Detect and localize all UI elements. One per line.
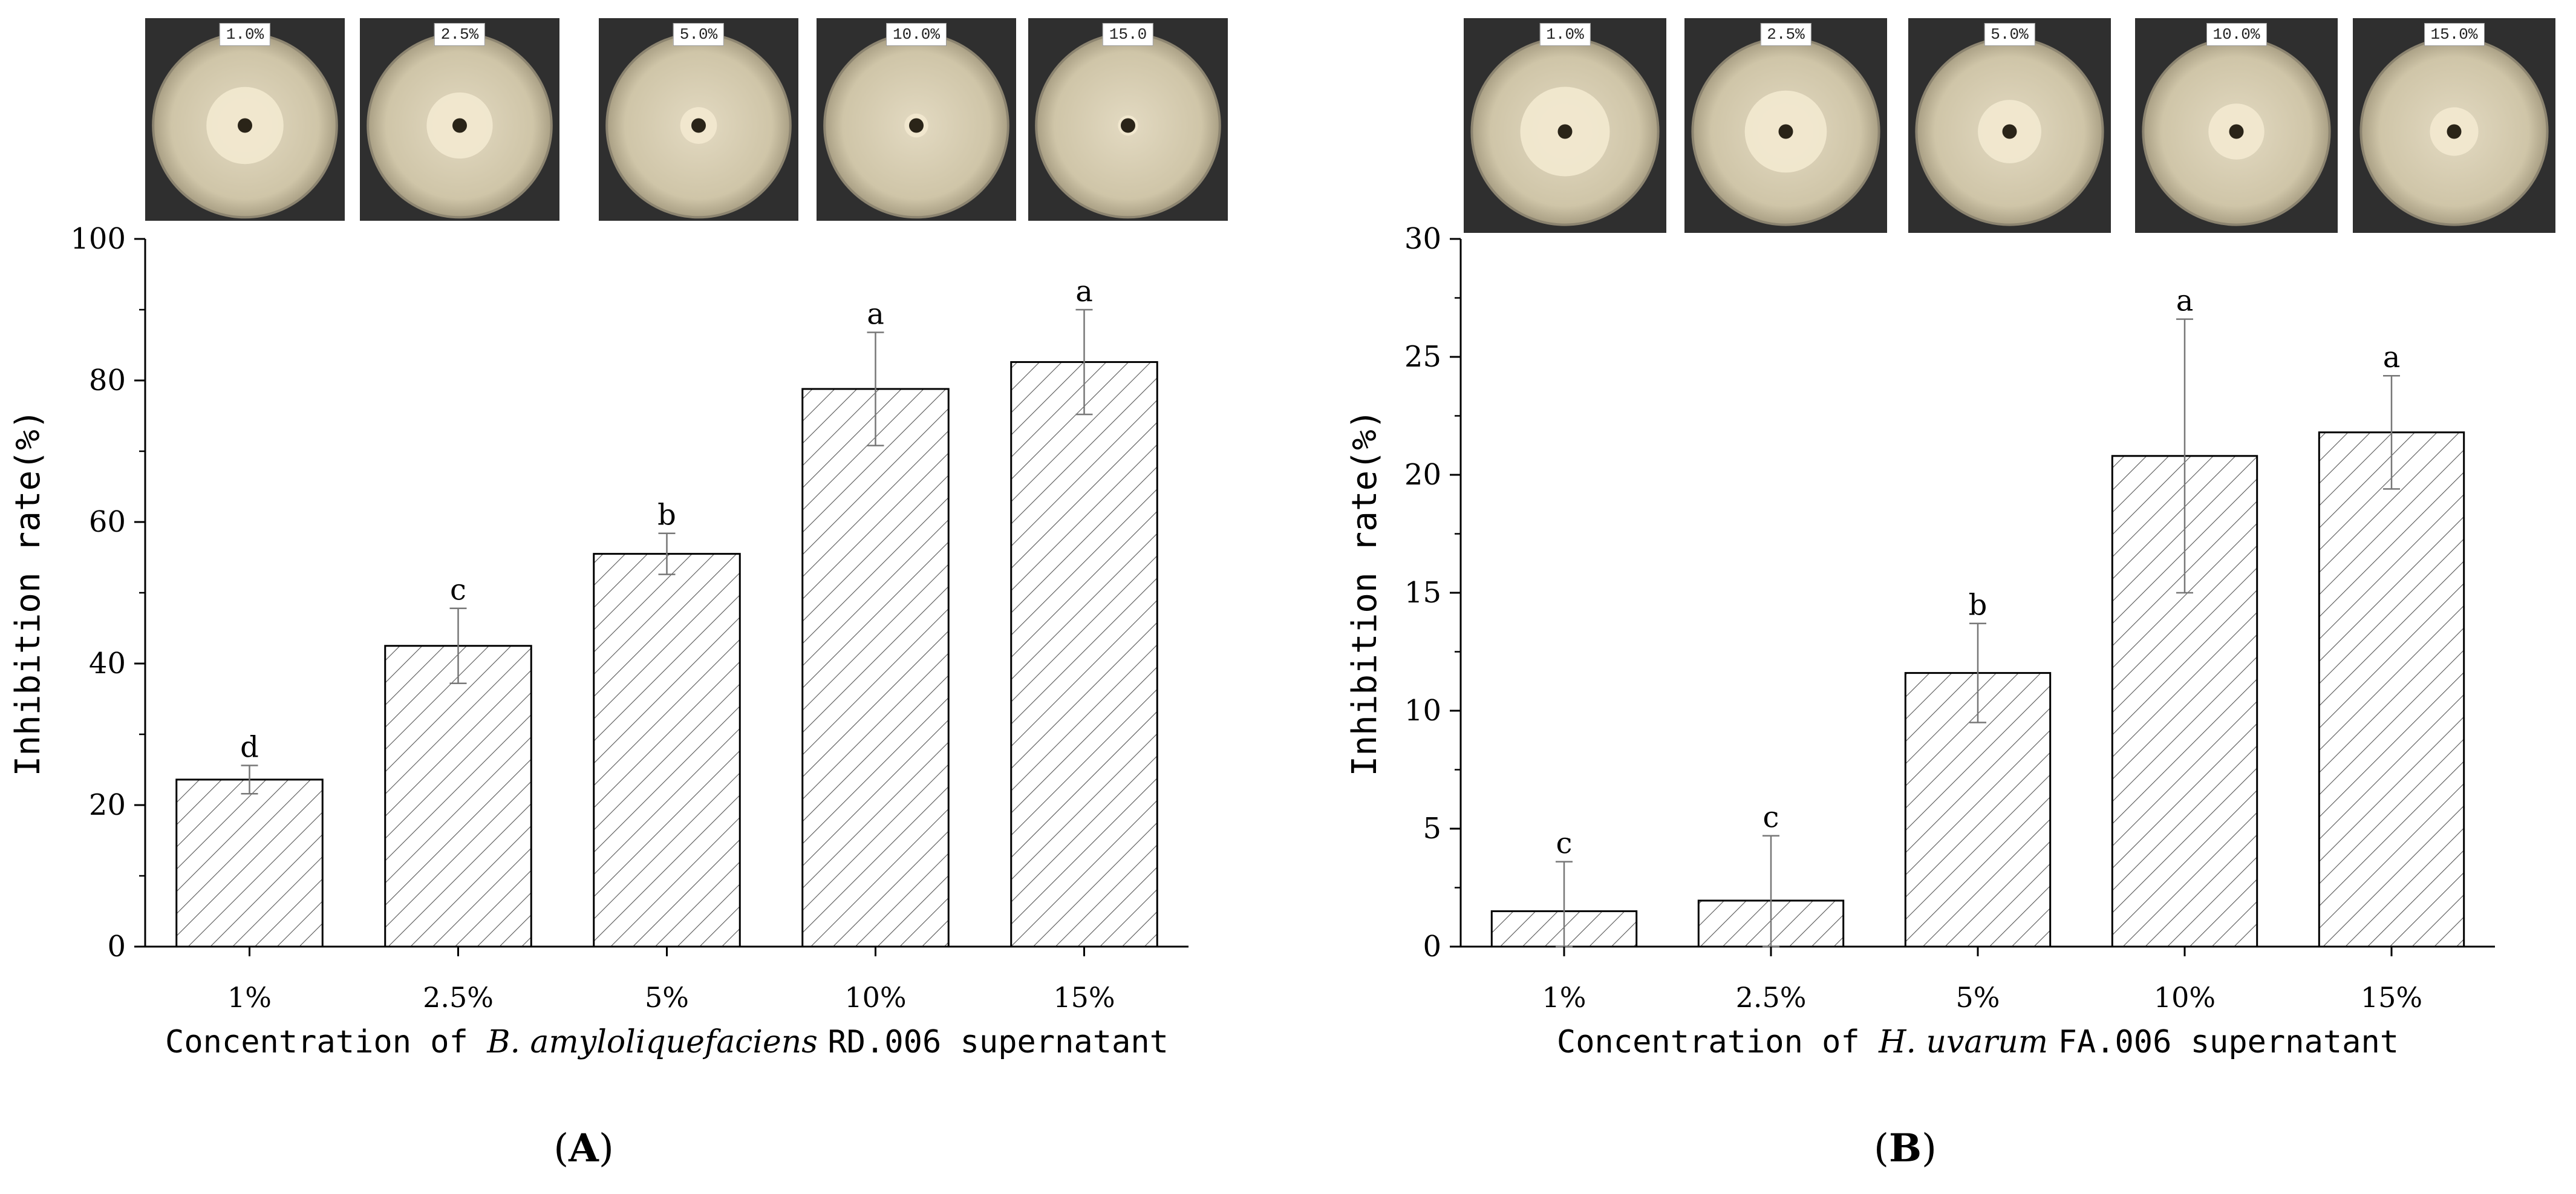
bar-1%: [175, 778, 324, 948]
inoculum-plug: [691, 118, 706, 133]
panel-label: (A): [553, 1126, 614, 1171]
x-tick-label: 2.5%: [423, 981, 494, 1014]
y-tick-label: 20: [89, 788, 126, 822]
y-tick-label: 0: [107, 930, 126, 964]
x-tick-label: 15%: [2361, 981, 2422, 1014]
bar-5%: [593, 553, 741, 948]
inoculum-plug: [238, 118, 252, 133]
y-tick-label: 15: [1404, 576, 1441, 610]
y-tick-label: 30: [1404, 222, 1441, 256]
significance-letter: b: [657, 498, 676, 532]
plate-label: 2.5%: [434, 23, 486, 46]
significance-letter: d: [240, 730, 259, 764]
y-tick-label: 60: [89, 505, 126, 539]
chart-panel-a: 0 20 40 60 80 100 d 1% c 2.5% b 5% a 10% a 15% Inhibitio…: [8, 18, 1228, 1171]
plate-label: 5.0%: [673, 23, 725, 46]
inoculum-plug: [1121, 118, 1135, 133]
x-axis-label-species: H. uvarum: [1878, 1024, 2058, 1060]
x-axis-label-suffix: RD.006 supernatant: [827, 1024, 1169, 1060]
x-tick-label: 5%: [1956, 981, 2000, 1014]
x-axis-label-prefix: Concentration of: [1557, 1024, 1879, 1060]
bar-10%: [801, 388, 950, 948]
x-axis-label: Concentration of H. uvarum FA.006 supern…: [1557, 1024, 2399, 1060]
panel-label-letter: A: [568, 1126, 599, 1171]
inoculum-plug: [1778, 124, 1793, 139]
x-tick-label: 2.5%: [1736, 981, 1807, 1014]
x-tick-label: 1%: [1542, 981, 1586, 1014]
x-tick-label: 5%: [645, 981, 689, 1014]
y-tick-label: 80: [89, 364, 126, 397]
plate-label: 1.0%: [219, 23, 271, 46]
x-axis-label: Concentration of B. amyloliquefaciens RD…: [165, 1024, 1169, 1060]
y-tick-label: 10: [1404, 694, 1441, 728]
significance-letter: c: [450, 573, 466, 607]
x-tick-label: 10%: [2154, 981, 2216, 1014]
x-axis-label-species: B. amyloliquefaciens: [486, 1024, 827, 1060]
plate-label: 10.0%: [2206, 23, 2267, 46]
significance-letter: a: [2176, 284, 2194, 318]
significance-letter: a: [1075, 275, 1093, 308]
inoculum-plug: [2002, 124, 2017, 139]
inoculum-plug: [452, 118, 467, 133]
significance-letter: a: [867, 297, 884, 331]
chart-panel-b: 0 5 10 15 20 25 30 c 1% c 2.5% b 5% a 10% a 15% Inhibitio…: [1345, 18, 2555, 1171]
panel-label-close: ): [599, 1126, 614, 1171]
bar-15%: [2318, 431, 2465, 948]
significance-letter: a: [2383, 341, 2401, 374]
y-axis-label: Inhibition rate(%): [8, 409, 48, 777]
bar-2.5%: [384, 645, 532, 948]
y-tick-label: 5: [1423, 812, 1441, 846]
plate-label: 10.0%: [885, 23, 947, 46]
inoculum-plug: [2447, 124, 2462, 139]
y-tick-label: 20: [1404, 458, 1441, 492]
plate-label: 15.0: [1102, 23, 1154, 46]
x-tick-label: 1%: [227, 981, 272, 1014]
plate-label: 15.0%: [2424, 23, 2485, 46]
panel-label-open: (: [553, 1126, 569, 1171]
x-tick-label: 15%: [1053, 981, 1115, 1014]
inoculum-plug: [909, 118, 924, 133]
plate-label: 5.0%: [1984, 23, 2035, 46]
y-axis-label: Inhibition rate(%): [1345, 409, 1384, 777]
panel-label-letter: B: [1889, 1126, 1922, 1171]
x-axis-label-prefix: Concentration of: [165, 1024, 487, 1060]
significance-letter: c: [1763, 801, 1779, 835]
panel-label: (B): [1874, 1126, 1937, 1171]
significance-letter: c: [1556, 827, 1573, 861]
plate-label: 1.0%: [1539, 23, 1591, 46]
significance-letter: b: [1969, 589, 1987, 622]
x-axis-label-suffix: FA.006 supernatant: [2058, 1024, 2399, 1060]
bar-15%: [1010, 361, 1158, 948]
panel-label-close: ): [1922, 1126, 1937, 1171]
panel-label-open: (: [1874, 1126, 1889, 1171]
y-tick-label: 25: [1404, 340, 1441, 374]
y-tick-label: 0: [1423, 930, 1441, 964]
y-tick-label: 40: [89, 647, 126, 680]
y-tick-label: 100: [70, 222, 126, 256]
x-tick-label: 10%: [844, 981, 906, 1014]
inoculum-plug: [1557, 124, 1573, 139]
inoculum-plug: [2229, 124, 2244, 139]
plate-label: 2.5%: [1760, 23, 1811, 46]
